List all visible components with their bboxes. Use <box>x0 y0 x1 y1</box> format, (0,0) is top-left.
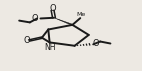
Text: Me: Me <box>76 12 86 17</box>
Text: NH: NH <box>45 43 56 52</box>
Polygon shape <box>54 18 73 25</box>
Text: O: O <box>32 14 38 23</box>
Text: O: O <box>92 39 99 48</box>
Text: O: O <box>49 4 56 13</box>
Text: O: O <box>23 36 30 45</box>
